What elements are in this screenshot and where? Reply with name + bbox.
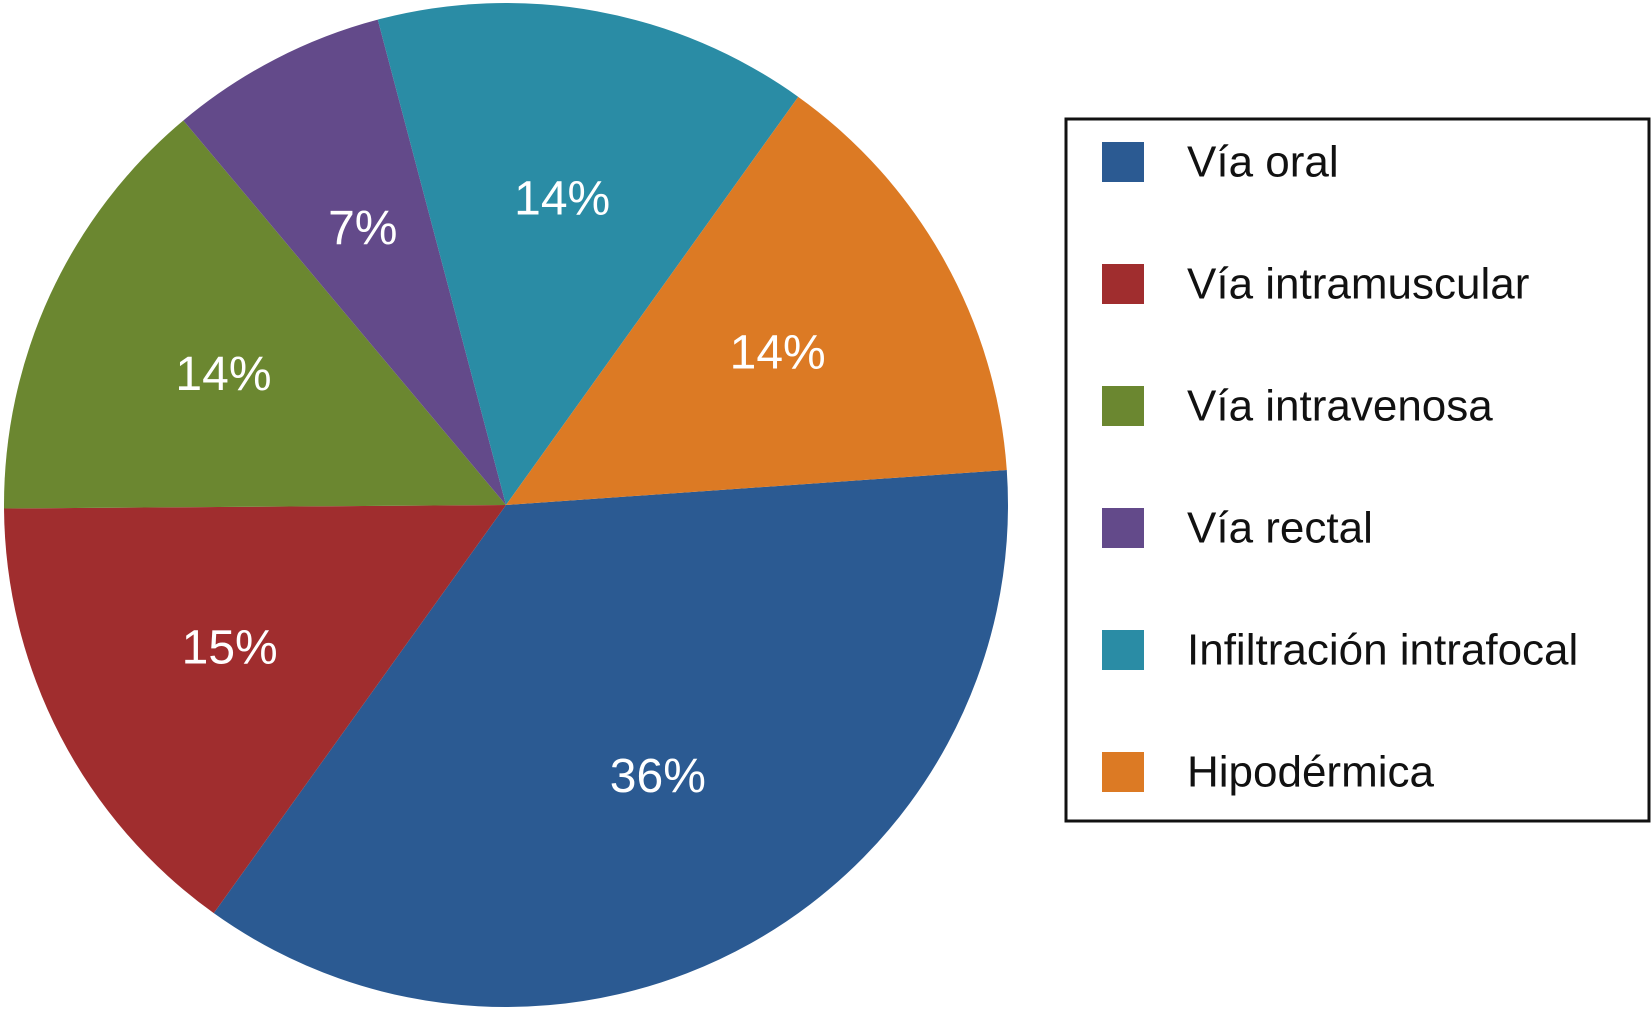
legend-label-via-intravenosa: Vía intravenosa xyxy=(1187,382,1493,431)
slice-value-label-infiltracion-intrafocal: 14% xyxy=(514,172,610,225)
pie-slice-labels: 36% 15% 14% 7% 14% 14% xyxy=(175,172,825,803)
legend-swatch-via-intramuscular xyxy=(1102,264,1144,304)
legend-swatch-via-rectal xyxy=(1102,508,1144,548)
legend-label-via-oral: Vía oral xyxy=(1187,138,1339,187)
chart-legend: Vía oral Vía intramuscular Vía intravenosa… xyxy=(1064,117,1651,823)
slice-value-label-via-oral: 36% xyxy=(610,750,706,803)
legend-label-via-rectal: Vía rectal xyxy=(1187,504,1373,553)
legend-label-via-intramuscular: Vía intramuscular xyxy=(1187,260,1529,309)
legend-items: Vía oral Vía intramuscular Vía intravenosa… xyxy=(1102,138,1578,797)
slice-value-label-via-intramuscular: 15% xyxy=(182,622,278,675)
pie-slice-via-oral xyxy=(213,469,1008,1008)
legend-label-hipodermica: Hipodérmica xyxy=(1187,748,1435,797)
slice-value-label-via-rectal: 7% xyxy=(328,202,397,255)
legend-swatch-via-intravenosa xyxy=(1102,386,1144,426)
legend-swatch-via-oral xyxy=(1102,142,1144,182)
pie-slices xyxy=(4,3,1008,1008)
legend-box xyxy=(1064,117,1651,823)
slice-value-label-via-intravenosa: 14% xyxy=(175,348,271,401)
slice-value-label-hipodermica: 14% xyxy=(730,327,826,380)
pie-slice-via-intravenosa xyxy=(4,120,507,509)
pie-slice-hipodermica xyxy=(506,96,1007,505)
legend-swatch-hipodermica xyxy=(1102,752,1144,792)
legend-swatch-infiltracion-intrafocal xyxy=(1102,630,1144,670)
pie-slice-via-intramuscular xyxy=(4,505,506,914)
pie-slice-infiltracion-intrafocal xyxy=(377,3,799,506)
legend-label-infiltracion-intrafocal: Infiltración intrafocal xyxy=(1187,626,1578,675)
pie-slice-via-rectal xyxy=(183,19,506,505)
